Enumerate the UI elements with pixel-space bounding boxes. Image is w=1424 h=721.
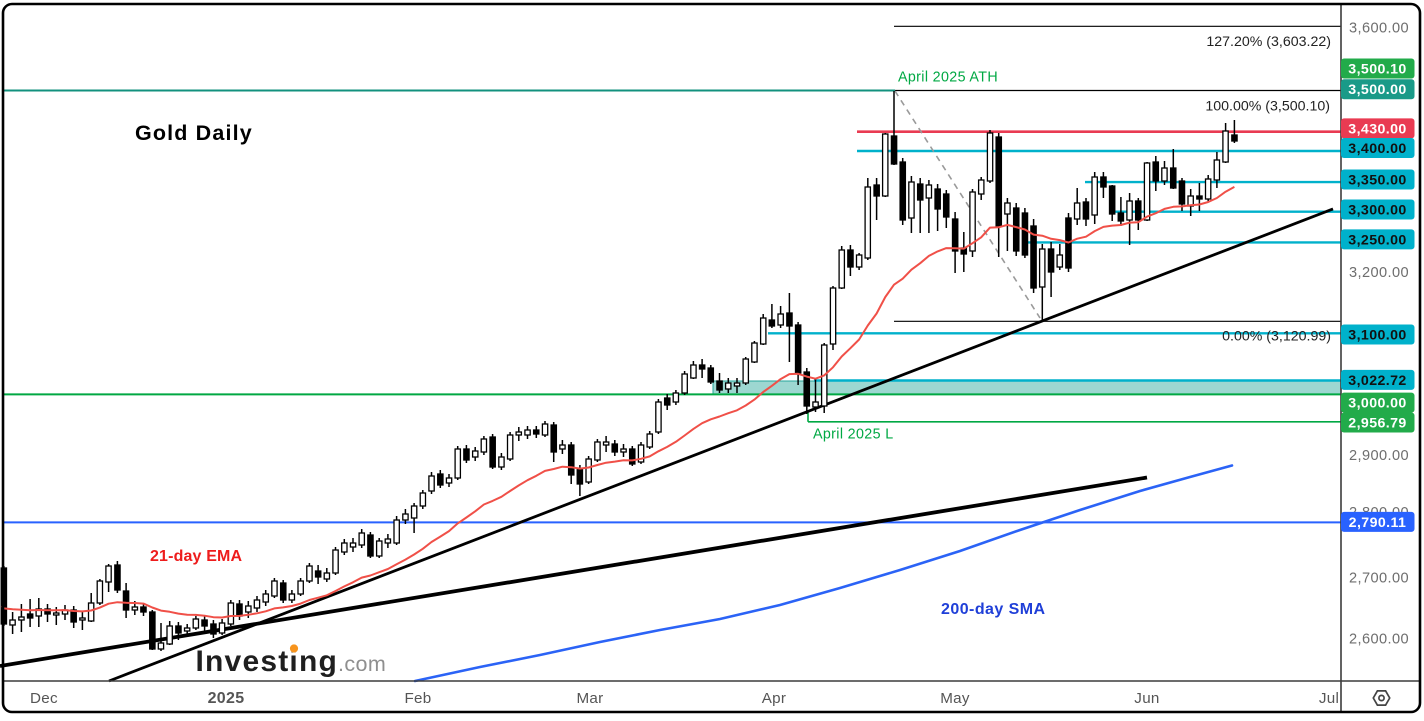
svg-text:2,956.79: 2,956.79 (1348, 415, 1406, 431)
svg-text:.com: .com (338, 652, 386, 676)
svg-text:Jul: Jul (1319, 690, 1339, 707)
svg-text:Feb: Feb (404, 690, 431, 707)
svg-text:127.20% (3,603.22): 127.20% (3,603.22) (1206, 34, 1331, 50)
svg-text:3,022.72: 3,022.72 (1348, 373, 1406, 389)
svg-text:3,100.00: 3,100.00 (1348, 327, 1406, 343)
svg-text:3,300.00: 3,300.00 (1348, 202, 1406, 218)
svg-text:3,600.00: 3,600.00 (1349, 21, 1409, 37)
svg-text:3,350.00: 3,350.00 (1348, 172, 1406, 188)
svg-text:3,200.00: 3,200.00 (1349, 265, 1409, 281)
svg-text:3,430.00: 3,430.00 (1348, 121, 1406, 137)
svg-text:3,000.00: 3,000.00 (1348, 396, 1406, 412)
svg-text:April 2025 ATH: April 2025 ATH (898, 70, 998, 86)
svg-text:3,500.10: 3,500.10 (1348, 61, 1406, 77)
svg-text:Jun: Jun (1134, 690, 1159, 707)
svg-text:Investing: Investing (196, 645, 339, 678)
svg-text:May: May (940, 690, 970, 707)
svg-text:Dec: Dec (30, 690, 58, 707)
svg-text:2,790.11: 2,790.11 (1349, 515, 1407, 531)
svg-text:April 2025 L: April 2025 L (813, 427, 894, 443)
svg-text:100.00% (3,500.10): 100.00% (3,500.10) (1205, 99, 1330, 115)
svg-text:2,700.00: 2,700.00 (1349, 570, 1409, 586)
svg-text:2,600.00: 2,600.00 (1349, 631, 1409, 647)
svg-text:3,400.00: 3,400.00 (1348, 141, 1406, 157)
svg-text:200-day SMA: 200-day SMA (941, 601, 1046, 618)
svg-text:Gold Daily: Gold Daily (135, 121, 253, 145)
svg-text:Mar: Mar (576, 690, 603, 707)
svg-text:2,900.00: 2,900.00 (1349, 448, 1409, 464)
svg-text:3,500.00: 3,500.00 (1348, 82, 1406, 98)
svg-text:21-day EMA: 21-day EMA (150, 548, 242, 565)
svg-text:Apr: Apr (762, 690, 787, 707)
svg-text:3,250.00: 3,250.00 (1348, 232, 1406, 248)
svg-text:0.00% (3,120.99): 0.00% (3,120.99) (1222, 329, 1331, 345)
svg-text:2025: 2025 (208, 690, 245, 707)
